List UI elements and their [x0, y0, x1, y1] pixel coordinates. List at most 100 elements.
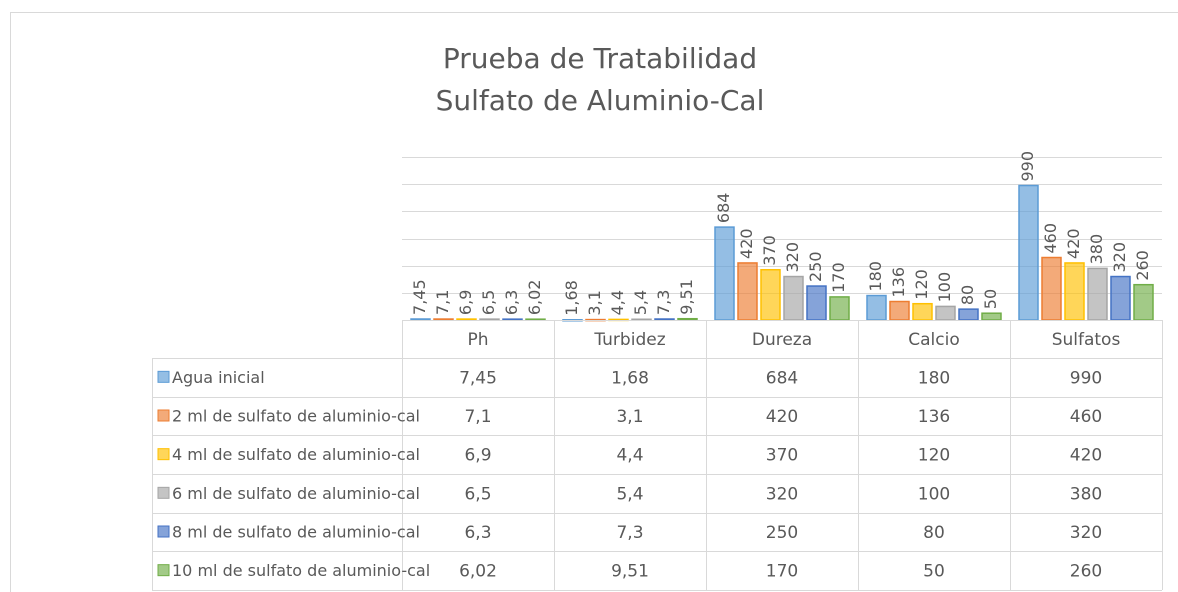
bar	[981, 312, 1002, 321]
chart-title: Prueba de Tratabilidad	[443, 42, 757, 75]
bar	[1087, 267, 1108, 321]
table-cell: 7,45	[459, 368, 497, 388]
table-cell: 320	[1070, 523, 1102, 543]
bar	[654, 318, 675, 321]
table-cell: 320	[766, 484, 798, 504]
chart-border	[10, 12, 1178, 592]
table-cell: 7,3	[616, 523, 643, 543]
data-label: 100	[935, 272, 954, 303]
table-cell: 460	[1070, 407, 1102, 427]
table-cell: 6,9	[464, 446, 491, 466]
data-label: 380	[1087, 234, 1106, 265]
table-cell: 180	[918, 368, 950, 388]
bar	[479, 318, 500, 321]
data-label: 460	[1041, 223, 1060, 254]
table-cell: 380	[1070, 484, 1102, 504]
x-tick-label: Calcio	[908, 330, 959, 350]
bar	[456, 318, 477, 321]
data-label: 6,9	[456, 290, 475, 315]
legend-label: 8 ml de sulfato de aluminio-cal	[172, 523, 420, 542]
data-label: 7,3	[654, 290, 673, 315]
bar	[806, 285, 827, 321]
data-label: 7,45	[410, 279, 429, 315]
bar	[958, 308, 979, 321]
table-cell: 990	[1070, 368, 1102, 388]
legend-label: Agua inicial	[172, 368, 265, 387]
data-label: 4,4	[608, 290, 627, 315]
table-cell: 260	[1070, 562, 1102, 582]
x-tick-label: Sulfatos	[1052, 330, 1121, 350]
legend-key	[157, 564, 170, 577]
table-cell: 1,68	[611, 368, 649, 388]
data-label: 5,4	[631, 290, 650, 315]
bar	[1018, 184, 1039, 321]
bar	[889, 300, 910, 321]
x-tick-label: Turbidez	[593, 330, 665, 350]
table-cell: 7,1	[464, 407, 491, 427]
data-label: 50	[981, 289, 1000, 309]
data-label: 420	[1064, 228, 1083, 259]
data-label: 260	[1133, 250, 1152, 281]
data-label: 684	[714, 193, 733, 224]
legend-key	[157, 370, 170, 383]
legend-label: 2 ml de sulfato de aluminio-cal	[172, 407, 420, 426]
table-cell: 5,4	[616, 484, 643, 504]
data-label: 990	[1018, 151, 1037, 182]
data-label: 170	[829, 262, 848, 293]
table-cell: 80	[923, 523, 945, 543]
bar	[737, 262, 758, 321]
table-cell: 6,3	[464, 523, 491, 543]
bar	[1041, 256, 1062, 321]
data-label: 136	[889, 267, 908, 298]
table-cell: 4,4	[616, 446, 643, 466]
table-cell: 9,51	[611, 562, 649, 582]
data-label: 6,5	[479, 290, 498, 315]
legend-key	[157, 448, 170, 461]
data-label: 320	[1110, 242, 1129, 273]
table-cell: 136	[918, 407, 950, 427]
data-label: 6,3	[502, 290, 521, 315]
bar	[829, 296, 850, 321]
data-label: 120	[912, 269, 931, 300]
data-label: 3,1	[585, 290, 604, 315]
data-label: 7,1	[433, 290, 452, 315]
legend-key	[157, 486, 170, 499]
data-label: 420	[737, 228, 756, 259]
x-tick-label: Ph	[467, 330, 488, 350]
table-cell: 6,5	[464, 484, 491, 504]
data-label: 250	[806, 251, 825, 282]
bar	[783, 275, 804, 321]
bar	[1110, 275, 1131, 321]
bar	[1064, 262, 1085, 321]
chart-title: Sulfato de Aluminio-Cal	[436, 84, 765, 117]
table-cell: 100	[918, 484, 950, 504]
legend-label: 6 ml de sulfato de aluminio-cal	[172, 484, 420, 503]
table-cell: 170	[766, 562, 798, 582]
table-cell: 120	[918, 446, 950, 466]
bar	[677, 317, 698, 321]
legend-label: 10 ml de sulfato de aluminio-cal	[172, 561, 430, 580]
x-tick-label: Dureza	[752, 330, 812, 350]
data-label: 320	[783, 242, 802, 273]
table-cell: 3,1	[616, 407, 643, 427]
bar	[1133, 283, 1154, 321]
bar	[714, 226, 735, 321]
table-cell: 684	[766, 368, 798, 388]
table-cell: 420	[766, 407, 798, 427]
bar	[935, 305, 956, 321]
bar	[433, 318, 454, 321]
data-label: 9,51	[677, 279, 696, 315]
table-cell: 250	[766, 523, 798, 543]
legend-key	[157, 409, 170, 422]
data-label: 370	[760, 235, 779, 266]
bar	[760, 268, 781, 321]
table-cell: 6,02	[459, 562, 497, 582]
bar	[866, 294, 887, 321]
bar	[410, 318, 431, 321]
data-label: 1,68	[562, 280, 581, 316]
data-label: 80	[958, 285, 977, 305]
bar	[912, 302, 933, 321]
table-cell: 420	[1070, 446, 1102, 466]
legend-key	[157, 525, 170, 538]
